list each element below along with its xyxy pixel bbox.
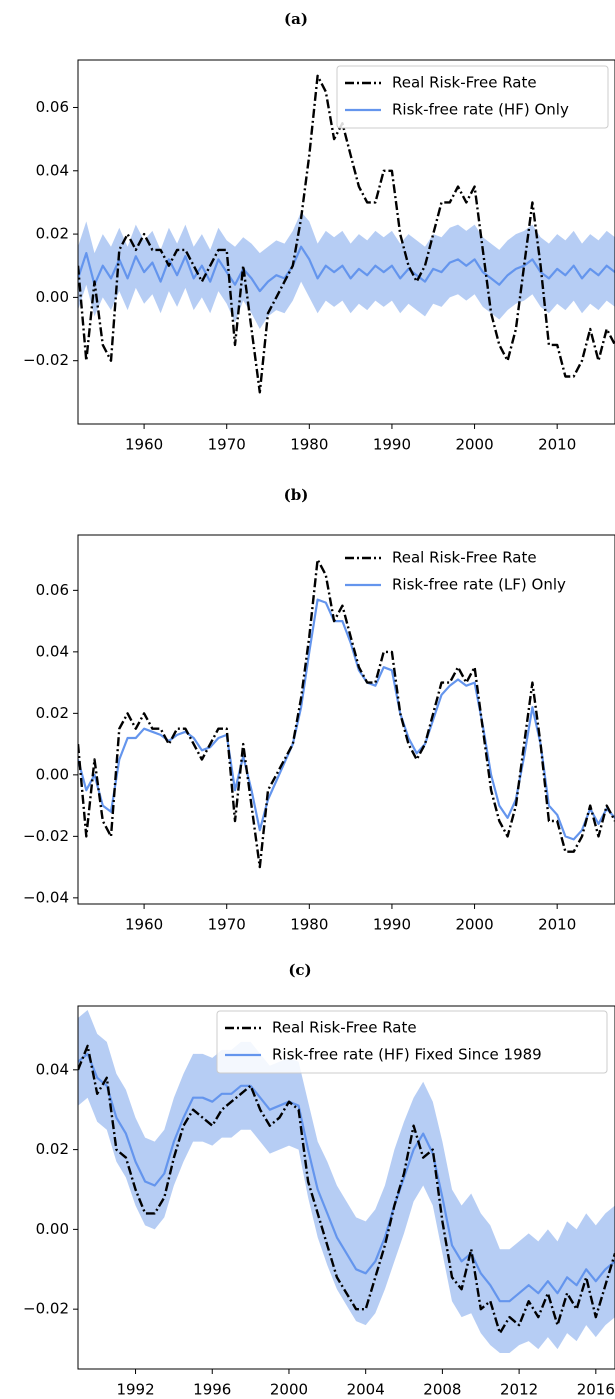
x-tick-label: 2010 (538, 436, 576, 454)
panel-2: (b) −0.04 −0.02 0.00 0.02 0.04 0.06 1960 1970 198… (23, 486, 615, 934)
x-tick-label: 1980 (290, 436, 328, 454)
legend-label: Risk-free rate (HF) Only (392, 101, 569, 119)
x-tick-label: 2012 (500, 1381, 538, 1399)
series-line-real (78, 1044, 615, 1335)
axes-frame (77, 1005, 615, 1370)
x-tick-label: 1996 (193, 1381, 231, 1399)
x-tick-label: 2010 (538, 916, 576, 934)
legend-label: Risk-free rate (HF) Fixed Since 1989 (272, 1046, 542, 1064)
panel-1: (a) −0.02 0.00 0.02 0.04 0.06 1960 1970 1980 1990… (23, 10, 615, 454)
panel-title: (a) (284, 10, 308, 28)
y-tick-label: 0.02 (36, 704, 69, 722)
x-tick-label: 1970 (208, 916, 246, 934)
x-tick-label: 2000 (270, 1381, 308, 1399)
plot-area (78, 74, 615, 394)
y-tick-label: −0.02 (23, 1300, 69, 1318)
x-tick-label: 1980 (290, 916, 328, 934)
legend-box (336, 65, 609, 129)
series-line-model (78, 1052, 615, 1303)
legend: Real Risk-Free Rate Risk-free rate (HF) O… (336, 65, 609, 129)
x-tick-label: 1990 (373, 436, 411, 454)
plot-area (78, 558, 615, 869)
legend: Real Risk-Free Rate Risk-free rate (LF) O… (345, 549, 566, 594)
y-tick-label: 0.02 (36, 1140, 69, 1158)
panel-title: (c) (288, 961, 311, 979)
x-tick-label: 2008 (423, 1381, 461, 1399)
x-tick-label: 2016 (577, 1381, 615, 1399)
axes-frame (77, 59, 615, 425)
x-tick-label: 2004 (347, 1381, 385, 1399)
x-tick-label: 1970 (208, 436, 246, 454)
legend: Real Risk-Free Rate Risk-free rate (HF) F… (216, 1010, 608, 1074)
y-tick-label: 0.06 (36, 98, 69, 116)
series-line-model (78, 598, 615, 841)
y-tick-label: 0.00 (36, 1220, 69, 1238)
plot-area (78, 1010, 615, 1353)
x-tick-label: 2000 (455, 436, 493, 454)
y-tick-label: −0.04 (23, 888, 69, 906)
legend-label: Real Risk-Free Rate (392, 549, 537, 567)
panel-title: (b) (284, 486, 309, 504)
y-tick-label: −0.02 (23, 827, 69, 845)
x-tick-label: 2000 (455, 916, 493, 934)
series-line-real (78, 74, 615, 394)
confidence-band (78, 1010, 615, 1353)
legend-label: Risk-free rate (LF) Only (392, 576, 566, 594)
y-tick-label: 0.04 (36, 1060, 69, 1078)
x-tick-label: 1992 (116, 1381, 154, 1399)
panel-3: (c) −0.02 0.00 0.02 0.04 1992 1996 2000 2004 2008… (23, 961, 615, 1399)
y-tick-label: 0.00 (36, 765, 69, 783)
y-tick-label: 0.04 (36, 642, 69, 660)
axes-frame (77, 534, 615, 905)
legend-label: Real Risk-Free Rate (392, 74, 537, 92)
y-tick-label: 0.04 (36, 161, 69, 179)
y-tick-label: 0.06 (36, 581, 69, 599)
x-tick-label: 1960 (125, 436, 163, 454)
y-tick-label: −0.02 (23, 351, 69, 369)
legend-box (216, 1010, 608, 1074)
x-tick-label: 1990 (373, 916, 411, 934)
y-tick-label: 0.00 (36, 288, 69, 306)
y-tick-label: 0.02 (36, 225, 69, 243)
legend-label: Real Risk-Free Rate (272, 1019, 417, 1037)
x-tick-label: 1960 (125, 916, 163, 934)
series-line-real (78, 558, 615, 869)
